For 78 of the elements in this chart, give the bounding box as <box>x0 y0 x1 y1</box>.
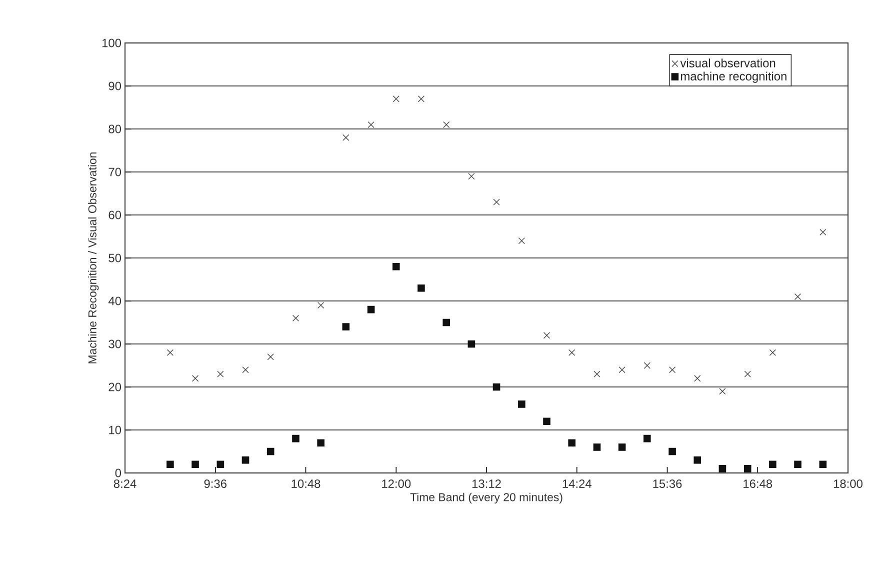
point <box>568 439 576 447</box>
point <box>368 121 374 128</box>
point <box>819 460 827 468</box>
point <box>342 134 350 141</box>
point <box>418 284 425 292</box>
point <box>769 460 776 468</box>
x-tick-label: 18:00 <box>834 480 862 488</box>
point <box>618 444 626 451</box>
legend-label: visual observation <box>680 58 776 68</box>
point <box>594 370 600 378</box>
y-tick-label: 30 <box>108 340 122 348</box>
x-tick-label: 8:24 <box>114 480 136 488</box>
point <box>493 198 500 206</box>
x-tick-label: 16:48 <box>744 480 772 488</box>
point <box>744 370 751 378</box>
point <box>192 460 199 468</box>
point <box>668 448 676 456</box>
point <box>492 383 500 391</box>
point <box>443 121 450 128</box>
point <box>518 237 525 244</box>
point <box>694 456 702 464</box>
point <box>318 302 324 309</box>
x-tick-label: 9:36 <box>204 480 226 488</box>
y-tick-label: 10 <box>109 426 122 434</box>
point <box>543 418 550 426</box>
point <box>468 340 476 348</box>
point <box>217 370 224 378</box>
point <box>442 318 450 326</box>
point <box>769 349 776 356</box>
point <box>744 465 752 472</box>
point <box>292 434 300 442</box>
point <box>192 375 199 382</box>
point <box>568 349 576 356</box>
point <box>166 349 174 356</box>
point <box>794 460 802 468</box>
y-tick-label: 70 <box>108 168 122 176</box>
point <box>317 439 324 447</box>
point <box>593 444 601 451</box>
point <box>242 366 249 374</box>
point <box>392 262 400 270</box>
y-tick-label: 40 <box>108 296 122 306</box>
point <box>820 228 826 236</box>
point <box>242 456 250 464</box>
point <box>643 434 651 442</box>
y-tick-label: 0 <box>115 468 122 478</box>
y-tick-label: 50 <box>108 254 122 262</box>
x-tick-label: 14:24 <box>562 480 592 488</box>
point <box>694 375 701 382</box>
y-tick-label: 100 <box>102 38 122 48</box>
point <box>468 172 475 180</box>
x-tick-label: 12:00 <box>382 480 411 488</box>
point <box>266 448 274 456</box>
y-tick-label: 60 <box>108 210 122 220</box>
point <box>794 293 802 300</box>
point <box>418 96 425 102</box>
x-tick-label: 15:36 <box>653 480 682 488</box>
point <box>367 306 375 314</box>
point <box>543 332 550 339</box>
point <box>267 354 274 360</box>
point <box>668 366 676 374</box>
point <box>518 400 526 408</box>
point <box>644 362 650 369</box>
y-axis-title: Machine Recognition / Visual Observation <box>88 152 99 364</box>
x-axis-title: Time Band (every 20 minutes) <box>410 492 562 504</box>
y-tick-label: 20 <box>108 382 122 392</box>
point <box>719 388 726 395</box>
point <box>342 323 350 330</box>
point <box>292 314 300 322</box>
point <box>392 96 400 102</box>
x-tick-label: 10:48 <box>292 480 320 488</box>
x-tick-label: 13:12 <box>472 480 501 488</box>
point <box>216 460 224 468</box>
point <box>166 460 174 468</box>
y-tick-label: 80 <box>108 124 122 134</box>
legend-label: machine recognition <box>681 72 786 83</box>
point <box>718 465 726 472</box>
point <box>618 366 626 374</box>
y-tick-label: 90 <box>108 82 122 90</box>
